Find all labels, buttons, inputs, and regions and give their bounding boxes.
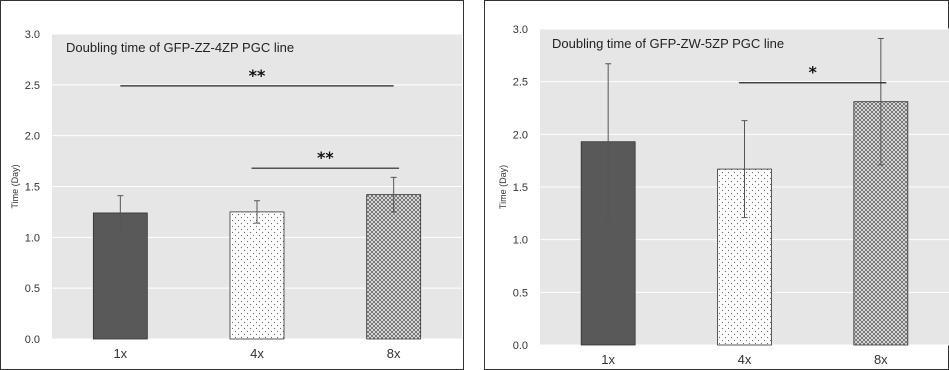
y-tick-label: 1.0 xyxy=(25,232,40,244)
error-bar-8x xyxy=(390,176,397,213)
y-tick-label: 0.0 xyxy=(25,334,40,346)
y-tick-label: 1.0 xyxy=(513,235,528,247)
y-tick-label: 2.5 xyxy=(25,80,40,92)
error-bar-8x xyxy=(877,37,884,166)
error-bar-1x xyxy=(605,63,612,221)
bar-1x xyxy=(92,212,148,340)
y-tick-label: 2.0 xyxy=(513,129,528,141)
error-bar-4x xyxy=(741,120,748,219)
error-bar-1x xyxy=(117,195,124,231)
y-tick-label: 2.0 xyxy=(25,131,40,143)
chart-right-svg: 0.0 0.5 1.0 1.5 2.0 2.5 3.0 Time (Day) Doubling … xyxy=(484,0,949,370)
chart-title: Doubling time of GFP-ZW-5ZP PGC line xyxy=(552,36,784,51)
chart-left-svg: 0.0 0.5 1.0 1.5 2.0 2.5 3.0 Time (Day) Doubling … xyxy=(0,0,464,370)
y-tick-label: 1.5 xyxy=(513,182,528,194)
x-tick-label: 1x xyxy=(601,352,615,367)
y-axis-label: Time (Day) xyxy=(498,165,508,209)
significance-label: ** xyxy=(249,66,266,85)
y-tick-label: 3.0 xyxy=(513,24,528,36)
error-bar-4x xyxy=(254,200,260,224)
y-tick-label: 0.0 xyxy=(513,340,528,352)
y-tick-label: 2.5 xyxy=(513,77,528,89)
chart-left: 0.0 0.5 1.0 1.5 2.0 2.5 3.0 Time (Day) Doubling … xyxy=(0,0,464,370)
x-tick-label: 4x xyxy=(250,346,264,361)
bar-8x xyxy=(366,194,422,340)
y-tick-label: 3.0 xyxy=(25,29,40,41)
bar-4x xyxy=(229,211,285,340)
chart-title: Doubling time of GFP-ZZ-4ZP PGC line xyxy=(66,40,294,55)
significance-label: ** xyxy=(317,148,334,167)
significance-label: * xyxy=(808,63,817,82)
x-tick-label: 4x xyxy=(738,352,752,367)
y-tick-label: 0.5 xyxy=(25,283,40,295)
y-tick-label: 0.5 xyxy=(513,287,528,299)
x-tick-label: 1x xyxy=(113,346,127,361)
y-axis-label: Time (Day) xyxy=(10,164,20,208)
y-tick-label: 1.5 xyxy=(25,182,40,194)
chart-right: 0.0 0.5 1.0 1.5 2.0 2.5 3.0 Time (Day) Doubling … xyxy=(484,0,949,370)
x-tick-label: 8x xyxy=(874,352,888,367)
x-tick-label: 8x xyxy=(387,346,401,361)
